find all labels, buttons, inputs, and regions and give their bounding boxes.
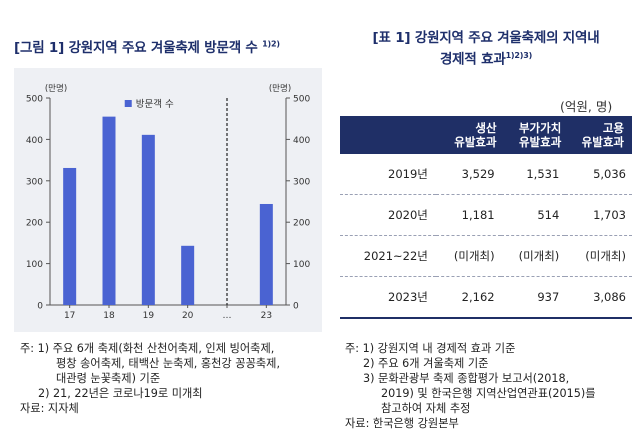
x-tick-label: … <box>223 311 232 321</box>
cell-employment: 1,703 <box>565 194 632 236</box>
y-tick-label-left: 400 <box>26 136 43 146</box>
bar-17 <box>63 167 77 305</box>
legend-label: 방문객 수 <box>136 99 174 110</box>
bar-23 <box>259 203 273 305</box>
y-unit-label-right: (만명) <box>269 83 291 94</box>
header-employment: 고용 유발효과 <box>565 116 632 154</box>
x-tick-label: 18 <box>103 311 115 321</box>
bar-18 <box>102 116 116 305</box>
cell-value-added: (미개최) <box>500 235 566 277</box>
cell-production: (미개최) <box>435 235 501 277</box>
y-tick-label-right: 500 <box>293 95 310 105</box>
note-line: 주: 1) 주요 6개 축제(화천 산천어축제, 인제 빙어축제, <box>20 342 275 355</box>
note-line: 참고하여 자체 추정 <box>381 402 471 415</box>
table-row: 2020년 1,181 514 1,703 <box>340 194 632 236</box>
figure-title: [그림 1] 강원지역 주요 겨울축제 방문객 수 1)2) <box>14 39 280 57</box>
table-title-line2: 경제적 효과1)2)3) <box>439 51 533 68</box>
cell-employment: 3,086 <box>565 276 632 319</box>
x-tick-label: 23 <box>261 311 272 321</box>
row-year: 2023년 <box>340 276 436 319</box>
x-tick-label: 20 <box>182 311 194 321</box>
cell-production: 3,529 <box>435 154 501 195</box>
note-line: 2) 주요 6개 겨울축제 기준 <box>363 357 489 370</box>
cell-production: 2,162 <box>435 276 501 319</box>
chart-area: 0 0 100 100 200 200 300 300 400 400 500 500 (만명) (만명)… <box>14 68 322 332</box>
cell-value-added: 1,531 <box>500 154 566 195</box>
legend-swatch <box>124 100 132 107</box>
note-line: 주: 1) 강원지역 내 경제적 효과 기준 <box>345 342 516 355</box>
cell-employment: (미개최) <box>565 235 632 277</box>
y-tick-label-right: 200 <box>293 219 310 229</box>
header-value-added: 부가가치 유발효과 <box>500 116 566 154</box>
y-tick-label-left: 200 <box>26 219 43 229</box>
y-unit-label-left: (만명) <box>45 83 67 94</box>
bar-19 <box>141 134 155 305</box>
note-line: 2) 21, 22년은 코로나19로 미개최 <box>38 387 203 400</box>
note-line: 2019) 및 한국은행 지역산업연관표(2015)를 <box>381 387 596 400</box>
note-line: 대관령 눈꽃축제) 기준 <box>56 372 161 385</box>
cell-employment: 5,036 <box>565 154 632 195</box>
table-row: 2023년 2,162 937 3,086 <box>340 276 632 319</box>
table-row: 2019년 3,529 1,531 5,036 <box>340 154 632 195</box>
table-title-footnote: 1)2)3) <box>505 51 533 60</box>
header-production: 생산 유발효과 <box>435 116 501 154</box>
y-tick-label-right: 100 <box>293 260 310 270</box>
source-line: 자료: 지자체 <box>20 402 79 415</box>
table-header-row: 생산 유발효과 부가가치 유발효과 고용 유발효과 <box>340 116 632 154</box>
note-line: 3) 문화관광부 축제 종합평가 보고서(2018, <box>363 372 570 385</box>
cell-production: 1,181 <box>435 194 501 236</box>
table-title-line1: [표 1] 강원지역 주요 겨울축제의 지역내 <box>372 30 600 46</box>
bar-20 <box>181 245 195 305</box>
y-tick-label-left: 100 <box>26 260 43 270</box>
source-line: 자료: 한국은행 강원본부 <box>345 417 459 430</box>
row-year: 2019년 <box>340 154 436 195</box>
table-row: 2021~22년 (미개최) (미개최) (미개최) <box>340 235 632 277</box>
y-tick-label-right: 400 <box>293 136 310 146</box>
row-year: 2020년 <box>340 194 436 236</box>
cell-value-added: 514 <box>500 194 566 236</box>
x-tick-label: 19 <box>143 311 155 321</box>
note-line: 평창 송어축제, 태백산 눈축제, 홍천강 꽁꽁축제, <box>56 357 281 370</box>
y-tick-label-left: 0 <box>37 302 43 312</box>
economic-effect-table: 생산 유발효과 부가가치 유발효과 고용 유발효과 2019년 3,529 1,531… <box>340 116 632 319</box>
y-tick-label-right: 300 <box>293 177 310 187</box>
y-tick-label-left: 500 <box>26 95 43 105</box>
figure-title-footnote: 1)2) <box>262 39 280 49</box>
table-title: [표 1] 강원지역 주요 겨울축제의 지역내 경제적 효과1)2)3) <box>340 30 632 69</box>
x-tick-label: 17 <box>64 311 75 321</box>
row-year: 2021~22년 <box>340 235 436 277</box>
y-tick-label-right: 0 <box>293 302 299 312</box>
y-tick-label-left: 300 <box>26 177 43 187</box>
header-blank <box>340 116 436 154</box>
table-unit: (억원, 명) <box>560 99 613 114</box>
cell-value-added: 937 <box>500 276 566 319</box>
